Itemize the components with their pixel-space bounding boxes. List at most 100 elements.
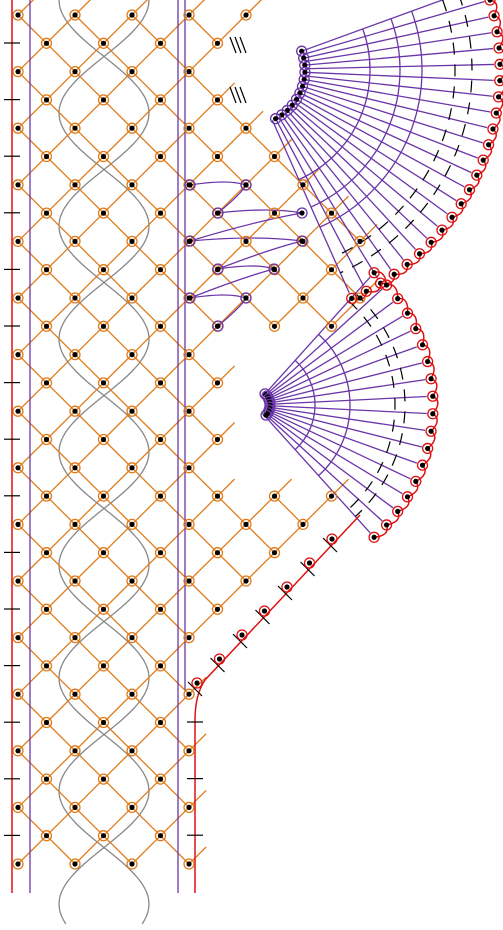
pinhole-ring <box>69 631 81 644</box>
pinhole-ring <box>12 179 24 191</box>
pinhole-ring <box>40 490 53 502</box>
pinhole-ring <box>297 518 309 531</box>
pinhole <box>302 62 308 68</box>
pinhole <box>243 238 249 244</box>
ground-thread <box>74 750 104 780</box>
ground-thread <box>160 156 190 186</box>
ground-thread <box>131 439 161 469</box>
fan-thread <box>265 288 383 396</box>
pinhole <box>416 251 423 257</box>
pinhole <box>214 606 221 612</box>
pinhole <box>72 352 78 358</box>
edge-line <box>194 514 361 893</box>
fan-thread <box>266 301 394 397</box>
pinhole-ring <box>416 339 429 351</box>
pinhole-ring <box>425 425 437 437</box>
pinhole <box>129 804 135 811</box>
ground-thread <box>103 722 133 752</box>
ground-thread <box>188 495 218 525</box>
ground-thread <box>46 127 76 157</box>
pinhole-ring <box>212 263 224 275</box>
pinhole-ring <box>240 292 252 304</box>
pinhole <box>100 663 107 669</box>
pinhole <box>419 342 426 348</box>
pinhole <box>449 214 455 220</box>
ground-thread <box>17 693 47 723</box>
pinhole <box>43 40 50 46</box>
pinhole-ring <box>126 65 138 78</box>
pinhole <box>186 804 192 811</box>
ground-thread <box>160 325 190 356</box>
braid-thread <box>58 0 150 925</box>
fan-arc <box>310 18 401 208</box>
pinhole-ring <box>183 122 195 134</box>
ground-thread <box>46 552 76 582</box>
ground-thread <box>74 0 92 16</box>
ground-thread <box>217 478 236 497</box>
pinhole-ring <box>97 433 110 446</box>
pinhole-ring <box>296 45 308 57</box>
pinhole-ring <box>40 716 53 729</box>
ground-thread <box>131 212 161 242</box>
ground-thread <box>46 354 76 384</box>
pinhole-ring <box>368 267 380 279</box>
pinhole <box>43 833 50 839</box>
ground-thread <box>103 382 133 412</box>
fan-thread <box>268 346 418 401</box>
pinhole-ring <box>126 405 138 417</box>
pinhole-ring <box>184 235 196 247</box>
ground-thread <box>188 410 218 440</box>
pinhole <box>72 635 78 641</box>
ground-thread <box>131 325 161 356</box>
pinhole-ring <box>12 462 24 474</box>
pinhole-ring <box>281 581 293 593</box>
pinhole-ring <box>360 285 373 297</box>
pinhole-ring <box>126 631 138 644</box>
ground-thread <box>274 139 293 157</box>
pinhole <box>100 97 107 103</box>
ground-thread <box>74 297 104 327</box>
fan-thread <box>269 379 426 404</box>
fan-thread <box>271 119 350 294</box>
pinhole <box>72 238 78 244</box>
pinhole <box>100 210 107 216</box>
pinhole-ring <box>97 660 110 672</box>
pinhole-ring <box>297 179 309 191</box>
pinhole <box>129 352 135 358</box>
ground-thread <box>359 223 378 242</box>
pinhole <box>214 97 221 103</box>
fan-thread <box>265 414 383 522</box>
ground-thread <box>17 212 47 242</box>
ground-thread <box>103 42 133 73</box>
fan-thread <box>269 362 422 402</box>
pinhole-ring <box>12 65 24 78</box>
pinhole <box>299 238 305 244</box>
ground-thread <box>217 212 247 242</box>
pinhole-ring <box>303 557 316 569</box>
edge-tick <box>210 657 225 673</box>
edge-tick <box>277 585 293 601</box>
ground-thread <box>160 71 190 101</box>
ground-thread <box>103 14 133 44</box>
pinhole-ring <box>297 292 309 304</box>
pinhole <box>72 295 78 301</box>
pinhole <box>100 267 107 273</box>
pinhole <box>15 69 21 75</box>
fan-arc <box>294 359 316 451</box>
ground-thread <box>46 722 76 752</box>
pinhole <box>186 691 192 697</box>
pinhole-ring <box>154 264 167 276</box>
ground-thread <box>274 240 304 271</box>
ground-thread <box>160 580 190 610</box>
ground-thread <box>103 127 133 157</box>
ground-thread <box>188 212 218 242</box>
pinhole <box>215 210 221 216</box>
pinhole-ring <box>40 150 53 163</box>
pinhole <box>271 266 277 272</box>
ground-thread <box>245 269 275 299</box>
ground-thread <box>46 240 76 271</box>
ground-thread <box>17 269 47 299</box>
pinhole <box>243 521 249 528</box>
ground-thread <box>160 523 190 554</box>
